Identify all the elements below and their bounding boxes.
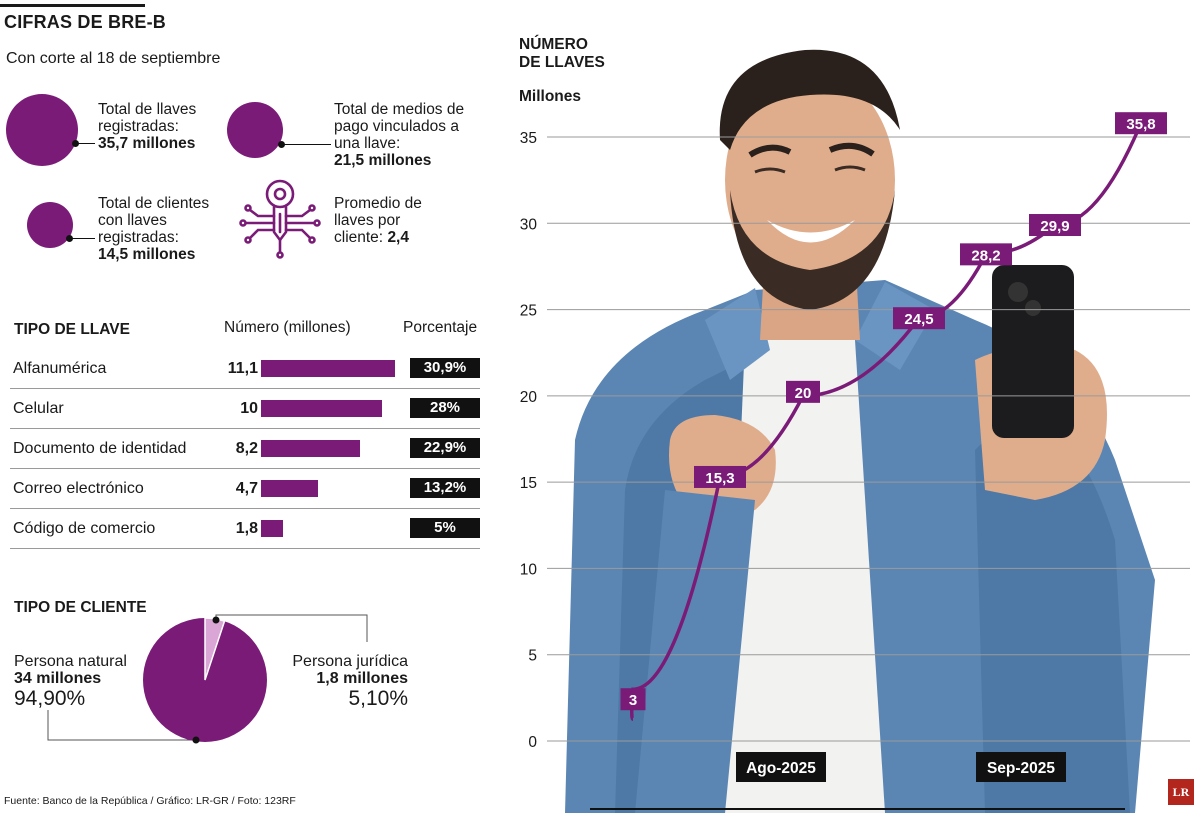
series-line (630, 122, 1143, 721)
chart-y-label: Millones (519, 88, 581, 105)
juridica-dot (212, 616, 220, 624)
data-label-box (1029, 214, 1081, 237)
key-type-label: Documento de identidad (13, 440, 187, 457)
key-type-label: Código de comercio (13, 520, 156, 537)
page-title: CIFRAS DE BRE-B (4, 12, 167, 32)
y-tick-label: 35 (520, 130, 537, 147)
source-note: Fuente: Banco de la República / Gráfico:… (4, 795, 296, 807)
llaves-circle (6, 94, 78, 166)
clientes-leader (69, 238, 95, 239)
key-type-number: 1,8 (235, 520, 258, 537)
table-row: Celular 10 28% (10, 388, 480, 429)
llaves-dot (72, 140, 79, 147)
table-row: Alfanumérica 11,1 30,9% (10, 348, 480, 389)
stat-llaves: Total de llaves registradas: 35,7 millon… (98, 101, 197, 152)
key-type-percent: 22,9% (410, 438, 480, 458)
clientes-circle (27, 202, 73, 248)
key-type-percent: 28% (410, 398, 480, 418)
data-label: 29,9 (1040, 218, 1069, 235)
page-subtitle: Con corte al 18 de septiembre (6, 50, 221, 67)
client-pie (47, 614, 368, 744)
data-label: 24,5 (904, 311, 933, 328)
chart-title-line2: DE LLAVES (519, 54, 605, 71)
key-type-label: Correo electrónico (13, 480, 144, 497)
natural-value: 34 millones (14, 670, 102, 687)
natural-dot (192, 736, 200, 744)
medios-circle (227, 102, 283, 158)
data-label-box (893, 307, 945, 330)
key-type-bar (261, 520, 283, 537)
clientes-dot (66, 235, 73, 242)
natural-label-block: Persona natural 34 millones 94,90% (14, 653, 127, 711)
natural-leader (47, 710, 196, 741)
data-label-box (620, 688, 646, 711)
y-tick-label: 30 (520, 216, 538, 233)
key-type-label: Celular (13, 400, 64, 417)
data-label: 3 (629, 692, 637, 709)
data-label-box (960, 243, 1012, 266)
key-type-percent: 5% (410, 518, 480, 538)
key-type-number: 10 (240, 400, 258, 417)
client-types-heading: TIPO DE CLIENTE (14, 599, 147, 616)
table-row: Código de comercio 1,8 5% (10, 508, 480, 549)
juridica-label-block: Persona jurídica 1,8 millones 5,10% (268, 653, 408, 711)
col-percent-header: Porcentaje (403, 319, 478, 336)
data-label: 20 (795, 385, 812, 402)
y-tick-label: 25 (520, 303, 537, 320)
juridica-value: 1,8 millones (316, 670, 408, 687)
key-type-bar (261, 440, 360, 457)
stat-clientes: Total de clientes con llaves registradas… (98, 195, 210, 263)
table-row: Correo electrónico 4,7 13,2% (10, 468, 480, 509)
natural-label: Persona natural (14, 653, 127, 670)
x-tick-box (736, 752, 826, 782)
medios-dot (278, 141, 285, 148)
col-number-header: Número (millones) (224, 319, 351, 336)
x-tick-ago: Ago-2025 (746, 760, 816, 777)
stat-medios: Total de medios de pago vinculados a una… (334, 101, 465, 169)
table-row: Documento de identidad 8,2 22,9% (10, 428, 480, 469)
data-label: 35,8 (1126, 116, 1155, 133)
data-label: 28,2 (971, 247, 1000, 264)
x-tick-box (976, 752, 1066, 782)
juridica-label: Persona jurídica (292, 653, 408, 670)
juridica-percent: 5,10% (348, 687, 408, 710)
key-types-heading: TIPO DE LLAVE (14, 321, 130, 338)
key-type-bar (261, 400, 382, 417)
y-tick-label: 5 (528, 648, 537, 665)
key-circuit-icon (239, 179, 321, 259)
key-type-label: Alfanumérica (13, 360, 107, 377)
title-rule (0, 4, 145, 7)
y-tick-label: 20 (520, 389, 538, 406)
data-label-box (1115, 112, 1167, 135)
key-type-number: 11,1 (227, 360, 258, 377)
chart-title-line1: NÚMERO (519, 35, 588, 53)
key-type-number: 8,2 (235, 440, 258, 457)
stat-promedio: Promedio de llaves por cliente: 2,4 (334, 195, 422, 246)
x-tick-sep: Sep-2025 (987, 760, 1055, 777)
medios-leader (281, 144, 331, 145)
key-type-bar (261, 480, 318, 497)
y-tick-label: 0 (528, 734, 537, 751)
y-tick-label: 10 (520, 561, 538, 578)
lr-logo: LR (1168, 779, 1194, 805)
llaves-leader (75, 143, 95, 144)
key-type-number: 4,7 (235, 480, 258, 497)
data-label-box (786, 380, 820, 403)
key-type-percent: 13,2% (410, 478, 480, 498)
key-type-bar (261, 360, 395, 377)
data-label: 15,3 (705, 470, 734, 487)
key-type-percent: 30,9% (410, 358, 480, 378)
data-label-box (694, 465, 746, 488)
y-tick-label: 15 (520, 475, 537, 492)
natural-percent: 94,90% (14, 687, 86, 710)
man-with-phone-photo (565, 49, 1155, 813)
